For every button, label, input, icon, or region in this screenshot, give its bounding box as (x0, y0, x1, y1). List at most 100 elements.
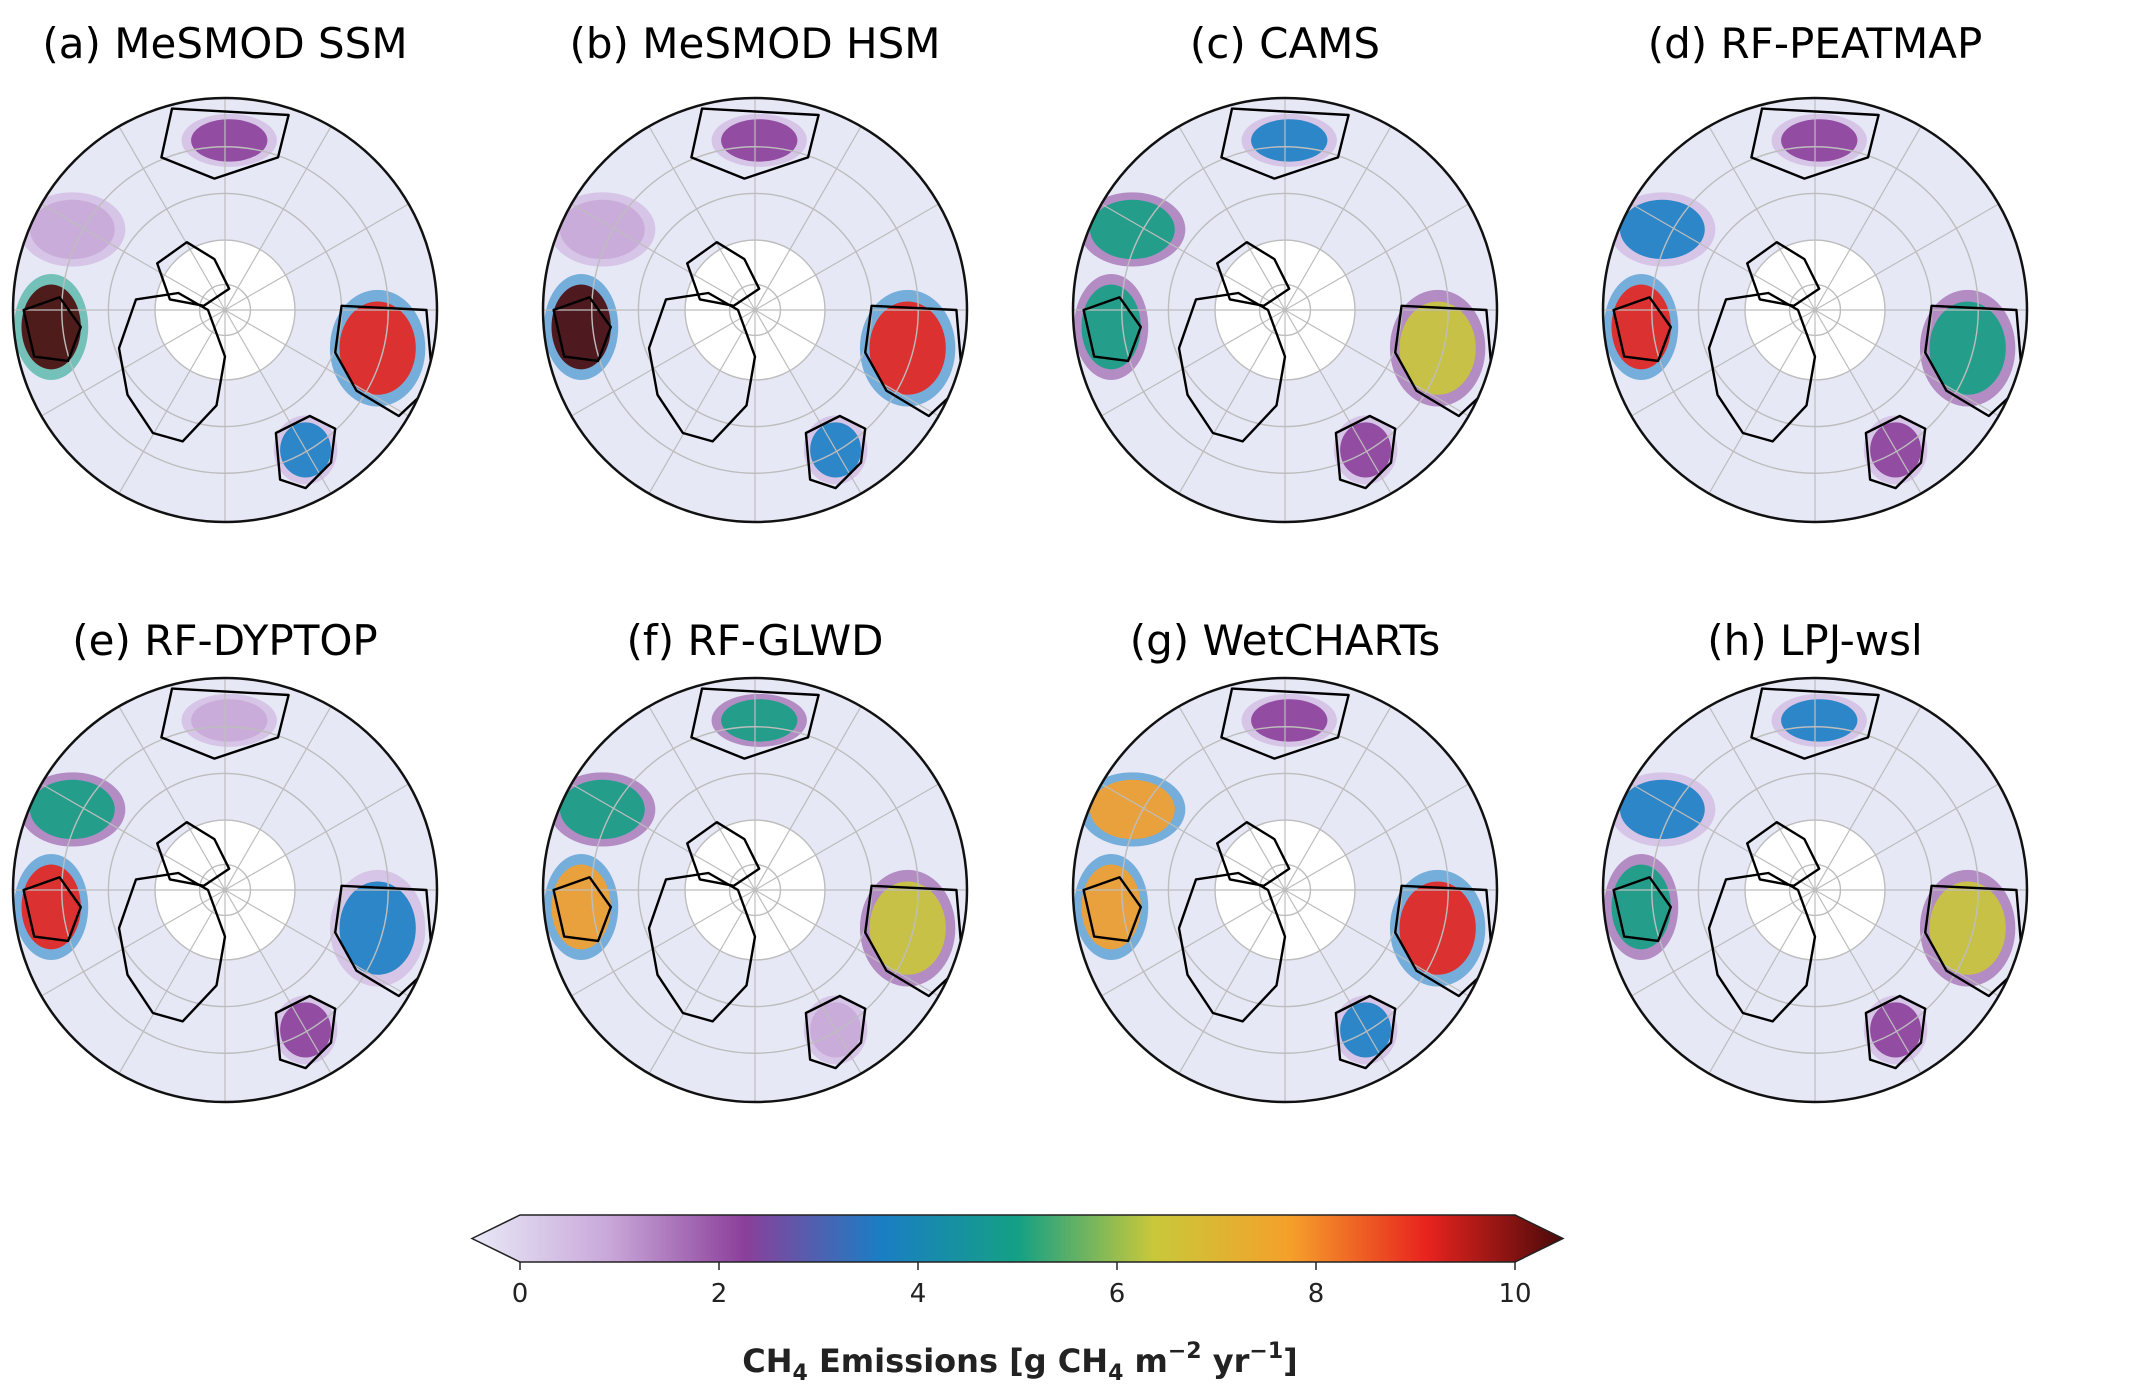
meridian-line (754, 203, 939, 311)
coastline (160, 687, 290, 760)
coastline (160, 107, 290, 180)
meridian-line (648, 309, 756, 494)
coastline (1220, 107, 1350, 180)
meridian-line (1101, 309, 1286, 417)
emission-hotspot-hudson-bay-lowlands (1611, 284, 1671, 370)
coastline (1864, 994, 1927, 1070)
meridian-line (1178, 706, 1286, 891)
coastline (334, 304, 434, 418)
meridian-line (1284, 706, 1392, 891)
colorbar-tick-label: 6 (1109, 1279, 1126, 1309)
meridian-line (1708, 126, 1816, 311)
map-boundary (541, 676, 969, 1104)
coastline (864, 884, 964, 998)
meridian-line (224, 783, 409, 891)
coastline (1177, 291, 1287, 443)
coastline (1750, 107, 1880, 180)
coastline (274, 414, 337, 490)
coastline (864, 304, 964, 418)
meridian-line (754, 889, 862, 1074)
colorbar-tick-label: 0 (512, 1279, 529, 1309)
colorbar-tick-label: 4 (910, 1279, 927, 1309)
coastline (155, 240, 231, 307)
coastline (1750, 687, 1880, 760)
meridian-line (224, 706, 332, 891)
map-panel-g: (g) WetCHARTs (1071, 616, 1499, 1104)
coastline (1393, 884, 1495, 998)
meridian-line (224, 309, 409, 417)
meridian-line (118, 126, 226, 311)
coastline (1393, 304, 1495, 418)
meridian-line (1284, 889, 1469, 997)
emission-hotspot-alaska (721, 119, 798, 162)
emission-hotspot-canada-boreal (559, 779, 645, 840)
meridian-line (754, 126, 862, 311)
map-panel-e: (e) RF-DYPTOP (11, 616, 439, 1104)
coastline (1082, 296, 1143, 363)
coastline (1707, 291, 1817, 443)
meridian-line (118, 309, 226, 494)
meridian-line (1708, 309, 1816, 494)
coastline (690, 687, 820, 760)
coastline (1923, 884, 2025, 998)
meridian-line (1178, 309, 1286, 494)
emission-hotspot-hudson-bay-lowlands (551, 864, 611, 950)
meridian-line (648, 126, 756, 311)
emission-hotspot-canada-boreal (1619, 779, 1705, 840)
meridian-line (118, 889, 226, 1074)
map-panel-d: (d) RF-PEATMAP (1601, 19, 2029, 524)
meridian-line (224, 889, 409, 997)
emission-hotspot-alaska (191, 119, 268, 162)
coastline (1745, 821, 1821, 887)
meridian-line (1284, 309, 1392, 494)
coastline (647, 871, 757, 1023)
emission-hotspot-west-siberian-lowlands (1399, 881, 1476, 975)
coastline (1707, 871, 1817, 1023)
emission-hotspot-canada-boreal (29, 779, 115, 840)
colorbar-ticks: 0 2 4 6 8 10 (512, 1262, 1532, 1309)
meridian-line (41, 203, 226, 311)
colorbar-tick-label: 2 (711, 1279, 728, 1309)
meridian-line (224, 203, 409, 311)
emission-hotspot-west-siberian-lowlands (869, 881, 946, 975)
meridian-line (1101, 889, 1286, 997)
coastline (1334, 414, 1397, 490)
coastline (804, 414, 867, 490)
map-panel-c: (c) CAMS (1071, 19, 1499, 524)
emission-hotspot-alaska (191, 699, 268, 742)
coastline (690, 107, 820, 180)
panel-title-a: (a) MeSMOD SSM (42, 19, 407, 68)
map-panel-b: (b) MeSMOD HSM (541, 19, 969, 524)
meridian-line (1814, 203, 1999, 311)
panel-title-b: (b) MeSMOD HSM (570, 19, 941, 68)
meridian-line (41, 309, 226, 417)
panel-title-e: (e) RF-DYPTOP (72, 616, 378, 665)
coastline (1612, 876, 1673, 943)
emission-hotspot-hudson-bay-lowlands (21, 284, 81, 370)
coastline (686, 240, 761, 307)
coastline (1177, 871, 1287, 1023)
meridian-line (754, 309, 862, 494)
meridian-line (1708, 706, 1816, 891)
coastline (22, 876, 83, 943)
coastline (686, 821, 761, 887)
panel-title-g: (g) WetCHARTs (1130, 616, 1441, 665)
coastline (155, 821, 231, 887)
emission-hotspot-canada-boreal (1089, 779, 1175, 840)
coastline (1745, 240, 1821, 307)
colorbar-tick-label: 10 (1498, 1279, 1531, 1309)
meridian-line (571, 203, 756, 311)
map-boundary (541, 96, 969, 524)
meridian-line (648, 706, 756, 891)
coastline (1220, 687, 1350, 760)
emission-hotspot-west-siberian-lowlands (1929, 881, 2006, 975)
meridian-line (118, 706, 226, 891)
map-boundary (1071, 676, 1499, 1104)
map-panel-f: (f) RF-GLWD (541, 616, 969, 1104)
meridian-line (1101, 203, 1286, 311)
emission-hotspot-west-siberian-lowlands (869, 301, 946, 395)
meridian-line (1178, 126, 1286, 311)
emission-hotspot-canada-boreal (559, 199, 645, 260)
emission-hotspot-alaska (1781, 699, 1858, 742)
coastline (647, 291, 757, 443)
